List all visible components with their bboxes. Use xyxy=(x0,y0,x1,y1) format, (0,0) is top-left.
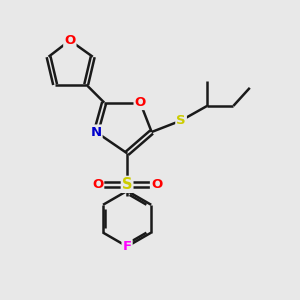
Text: O: O xyxy=(64,34,76,47)
Text: S: S xyxy=(176,114,186,127)
Text: O: O xyxy=(135,96,146,109)
Text: O: O xyxy=(151,178,162,191)
Text: O: O xyxy=(92,178,103,191)
Text: N: N xyxy=(91,125,102,139)
Text: F: F xyxy=(122,240,132,253)
Text: S: S xyxy=(122,177,132,192)
